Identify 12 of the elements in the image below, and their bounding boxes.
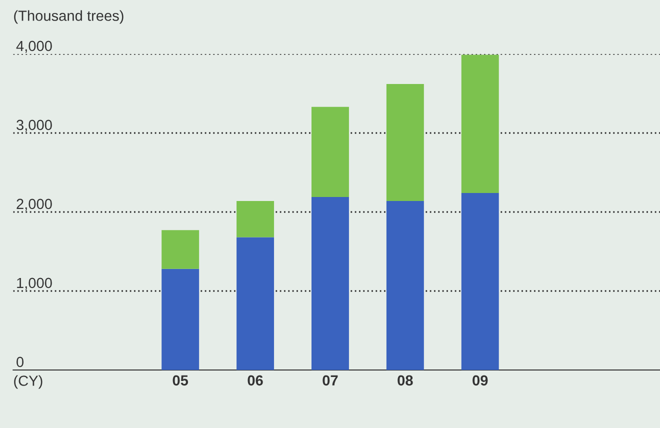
y-tick-label: 0 [16, 356, 24, 368]
y-tick-label: 2,000 [16, 198, 52, 211]
y-axis-title: (Thousand trees) [14, 10, 124, 24]
y-tick-label: 1,000 [17, 278, 52, 290]
x-tick-label: 05 [172, 375, 188, 386]
x-axis-title: (CY) [14, 375, 42, 389]
x-tick-label: 09 [472, 375, 488, 386]
x-tick-label: 06 [248, 375, 263, 386]
x-tick-label: 07 [322, 375, 338, 386]
x-tick-label: 08 [398, 375, 413, 386]
y-tick-label: 4,000 [16, 40, 52, 53]
y-tick-label: 3,000 [16, 120, 52, 132]
